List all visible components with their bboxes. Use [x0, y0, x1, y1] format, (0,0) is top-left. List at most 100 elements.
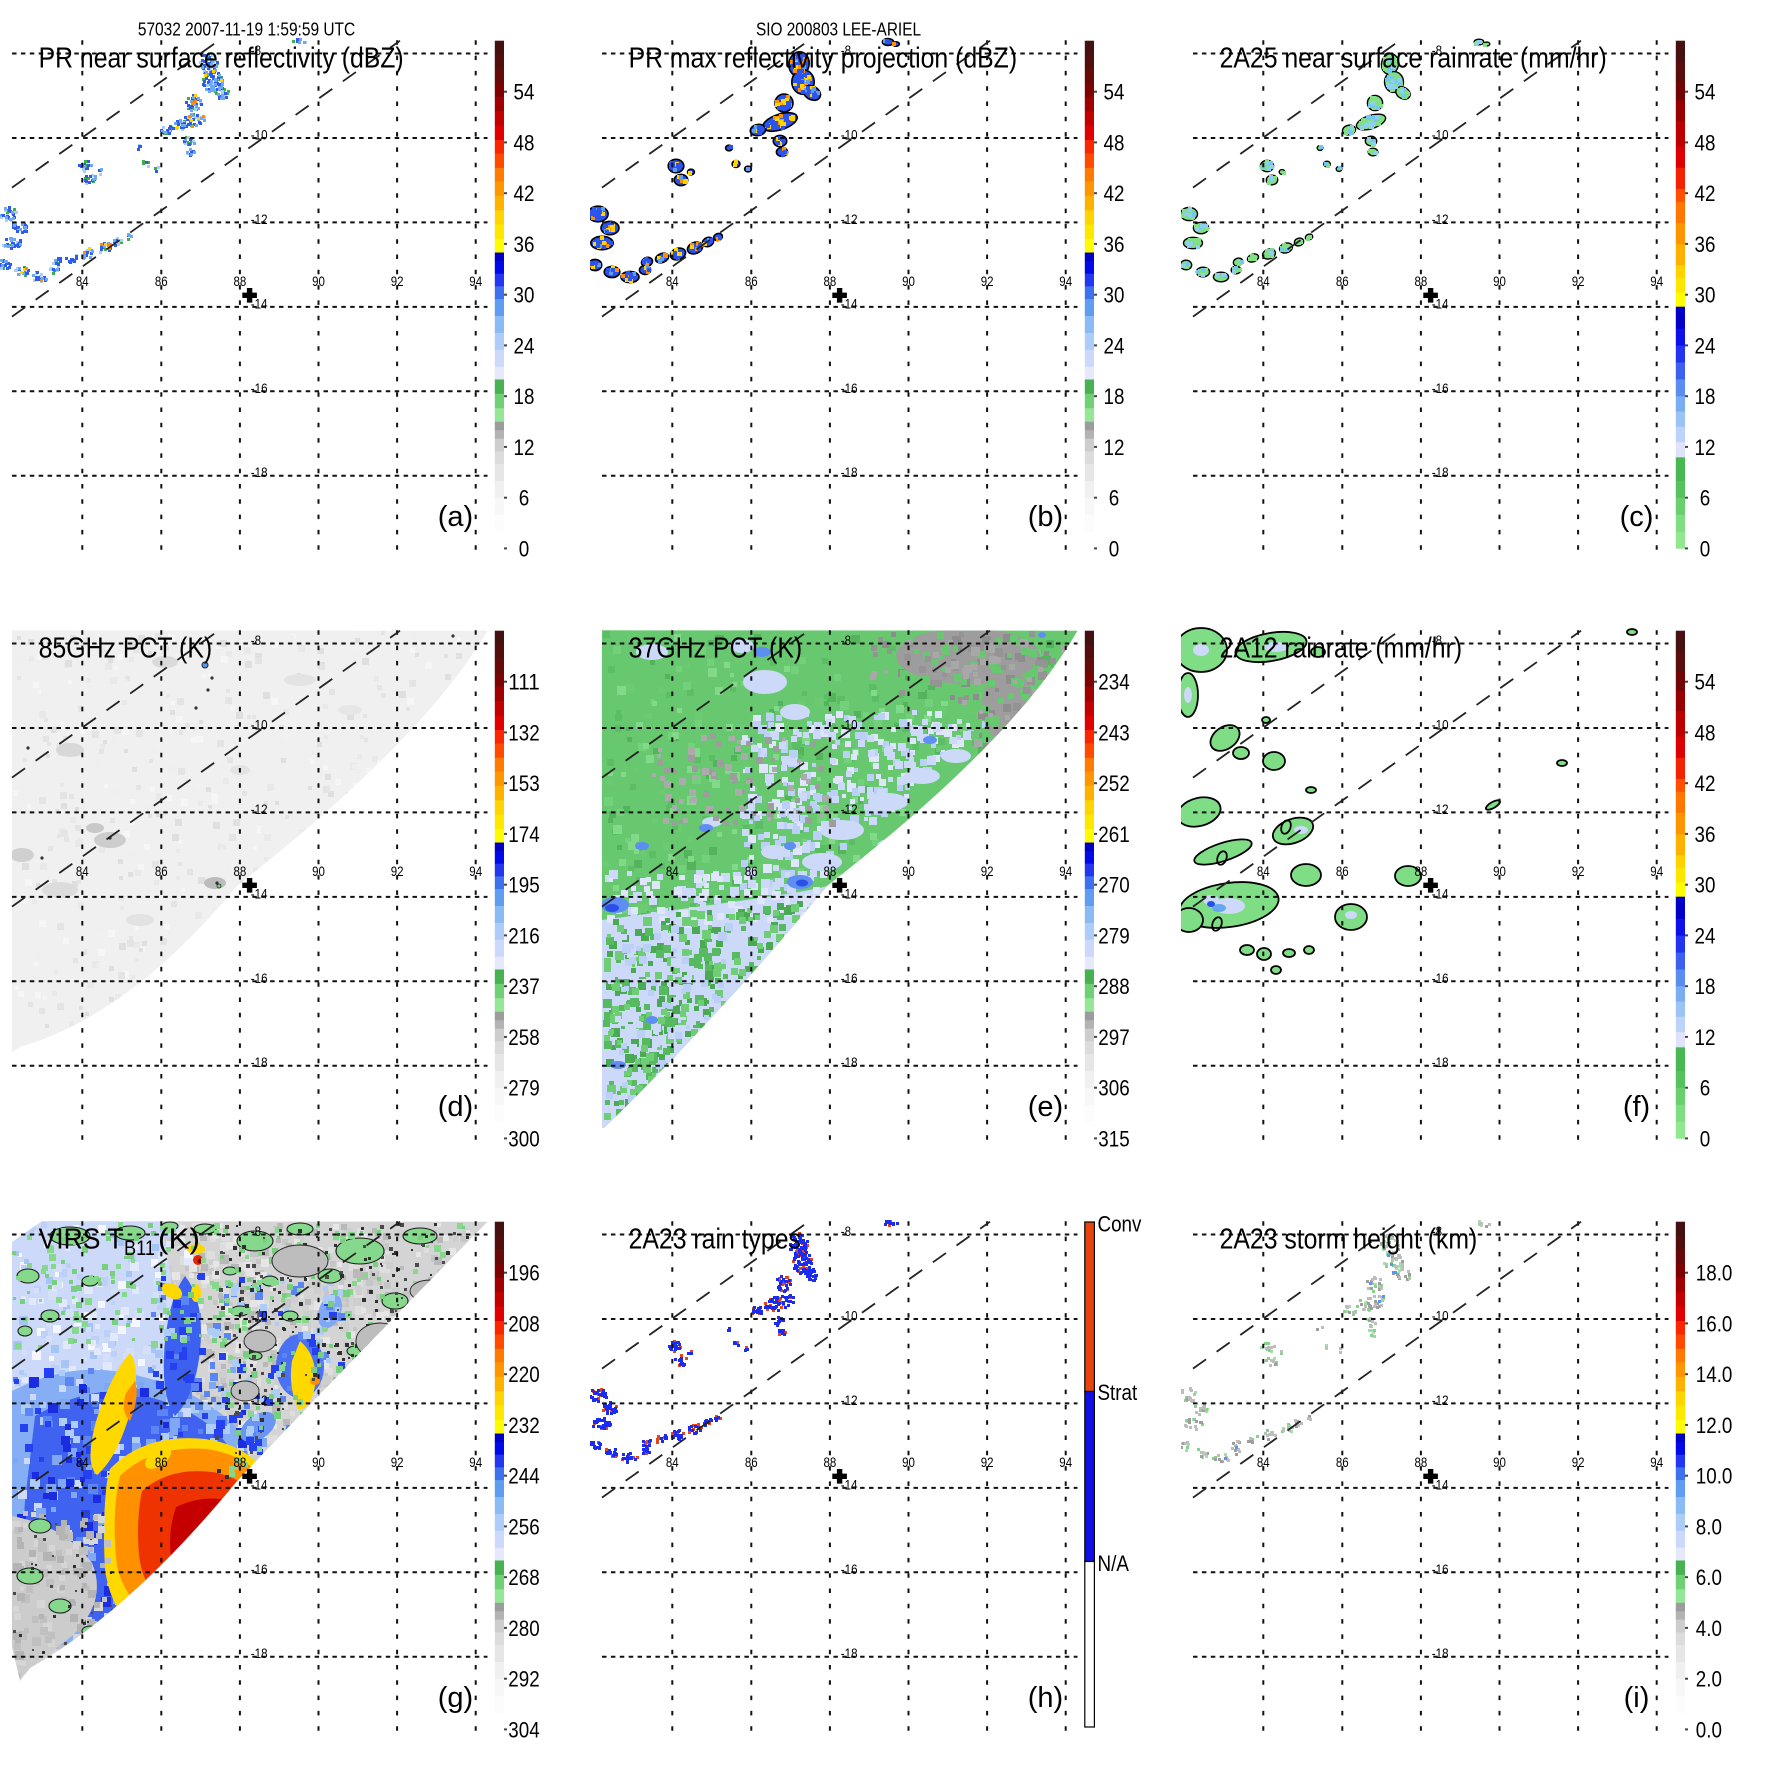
svg-text:-16: -16	[1431, 971, 1448, 986]
svg-text:84: 84	[666, 865, 679, 880]
svg-text:94: 94	[1060, 865, 1073, 880]
svg-text:-18: -18	[841, 1056, 858, 1071]
svg-text:84: 84	[76, 1455, 89, 1470]
svg-text:10.0: 10.0	[1695, 1463, 1732, 1488]
svg-text:256: 256	[508, 1514, 539, 1539]
svg-text:36: 36	[1694, 232, 1715, 257]
svg-text:237: 237	[508, 975, 539, 1000]
svg-text:2A25 near surface rainrate (mm: 2A25 near surface rainrate (mm/hr)	[1219, 42, 1606, 74]
svg-text:-14: -14	[1431, 296, 1448, 311]
svg-text:-18: -18	[1431, 465, 1448, 480]
svg-text:94: 94	[1650, 865, 1663, 880]
svg-text:30: 30	[1694, 283, 1715, 308]
svg-text:-12: -12	[251, 1393, 268, 1408]
svg-text:-10: -10	[251, 718, 268, 733]
svg-text:VIRS T: VIRS T	[39, 1223, 124, 1255]
svg-text:54: 54	[514, 80, 535, 105]
svg-text:42: 42	[1104, 181, 1125, 206]
svg-text:(f): (f)	[1622, 1091, 1649, 1123]
svg-text:243: 243	[1099, 721, 1130, 746]
svg-text:57032 2007-11-19 1:59:59 UTC: 57032 2007-11-19 1:59:59 UTC	[138, 19, 355, 39]
svg-text:6: 6	[519, 486, 530, 511]
svg-text:-8: -8	[841, 1224, 851, 1239]
svg-text:86: 86	[1336, 865, 1349, 880]
svg-text:(h): (h)	[1028, 1681, 1063, 1713]
svg-text:24: 24	[1104, 333, 1125, 358]
svg-text:-14: -14	[251, 1477, 268, 1492]
svg-text:-14: -14	[1431, 887, 1448, 902]
svg-text:18: 18	[1694, 975, 1715, 1000]
svg-text:92: 92	[981, 274, 994, 289]
svg-text:86: 86	[1336, 1455, 1349, 1470]
svg-text:18: 18	[514, 384, 535, 409]
svg-text:-18: -18	[841, 465, 858, 480]
svg-text:90: 90	[902, 1455, 915, 1470]
svg-text:84: 84	[666, 1455, 679, 1470]
svg-text:300: 300	[508, 1127, 539, 1152]
svg-text:2A23 storm height (km): 2A23 storm height (km)	[1219, 1223, 1477, 1255]
svg-text:0: 0	[1109, 536, 1120, 561]
svg-text:94: 94	[1650, 274, 1663, 289]
svg-text:252: 252	[1099, 772, 1130, 797]
svg-text:42: 42	[1694, 181, 1715, 206]
svg-text:92: 92	[1571, 1455, 1584, 1470]
svg-text:92: 92	[1571, 865, 1584, 880]
svg-text:220: 220	[508, 1362, 539, 1387]
svg-text:92: 92	[1571, 274, 1584, 289]
svg-text:(c): (c)	[1619, 501, 1653, 533]
svg-text:-16: -16	[841, 381, 858, 396]
svg-text:-8: -8	[251, 1224, 261, 1239]
svg-text:PR near surface reflectivity (: PR near surface reflectivity (dBZ)	[39, 42, 404, 74]
svg-text:-8: -8	[1431, 633, 1441, 648]
svg-text:18.0: 18.0	[1695, 1260, 1732, 1285]
svg-text:208: 208	[508, 1311, 539, 1336]
svg-text:6: 6	[1699, 1076, 1710, 1101]
svg-text:48: 48	[1694, 130, 1715, 155]
svg-text:216: 216	[508, 924, 539, 949]
svg-text:-18: -18	[251, 465, 268, 480]
svg-text:-16: -16	[251, 381, 268, 396]
svg-text:36: 36	[1694, 822, 1715, 847]
svg-text:24: 24	[1694, 924, 1715, 949]
svg-text:4.0: 4.0	[1695, 1616, 1721, 1641]
svg-text:92: 92	[391, 1455, 404, 1470]
svg-text:-12: -12	[841, 212, 858, 227]
svg-text:-10: -10	[251, 1308, 268, 1323]
svg-text:37GHz PCT (K): 37GHz PCT (K)	[629, 633, 803, 665]
svg-text:196: 196	[508, 1260, 539, 1285]
svg-text:12.0: 12.0	[1695, 1413, 1732, 1438]
svg-text:86: 86	[155, 274, 168, 289]
svg-text:-16: -16	[251, 971, 268, 986]
svg-text:-18: -18	[841, 1646, 858, 1661]
svg-text:(e): (e)	[1028, 1091, 1063, 1123]
svg-text:94: 94	[469, 274, 482, 289]
svg-text:8.0: 8.0	[1695, 1514, 1721, 1539]
svg-text:-10: -10	[1431, 718, 1448, 733]
svg-text:-10: -10	[841, 127, 858, 142]
svg-text:-18: -18	[1431, 1646, 1448, 1661]
svg-text:94: 94	[1060, 1455, 1073, 1470]
svg-text:306: 306	[1099, 1076, 1130, 1101]
svg-text:90: 90	[902, 274, 915, 289]
svg-text:-14: -14	[251, 887, 268, 902]
svg-text:111: 111	[508, 670, 539, 695]
svg-text:12: 12	[1694, 435, 1715, 460]
svg-text:12: 12	[1694, 1025, 1715, 1050]
svg-text:-18: -18	[1431, 1056, 1448, 1071]
svg-text:N/A: N/A	[1098, 1551, 1130, 1576]
svg-text:88: 88	[824, 865, 837, 880]
svg-text:(g): (g)	[438, 1681, 473, 1713]
svg-text:132: 132	[508, 721, 539, 746]
svg-text:12: 12	[514, 435, 535, 460]
svg-text:36: 36	[1104, 232, 1125, 257]
svg-text:92: 92	[391, 274, 404, 289]
svg-text:92: 92	[981, 1455, 994, 1470]
svg-text:90: 90	[312, 274, 325, 289]
svg-text:-16: -16	[251, 1561, 268, 1576]
svg-text:-10: -10	[251, 127, 268, 142]
svg-text:84: 84	[1257, 865, 1270, 880]
svg-text:279: 279	[1099, 924, 1130, 949]
svg-text:88: 88	[1414, 865, 1427, 880]
svg-text:90: 90	[1493, 274, 1506, 289]
svg-text:88: 88	[824, 274, 837, 289]
